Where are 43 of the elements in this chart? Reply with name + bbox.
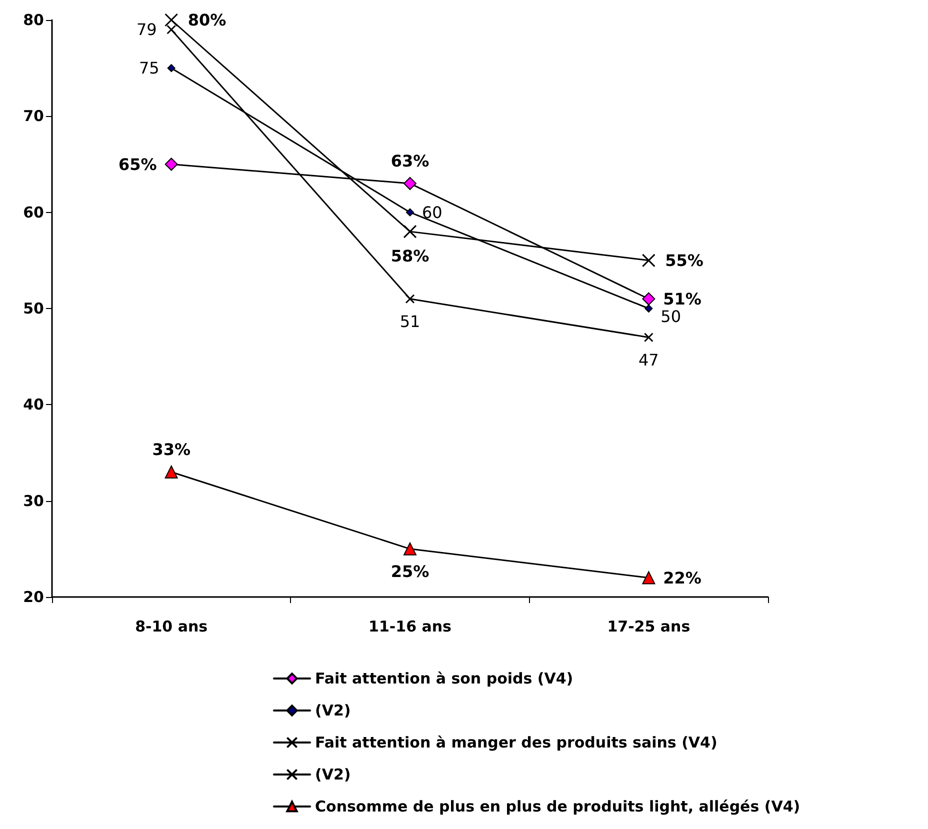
point <box>404 176 416 190</box>
data-label: 51% <box>663 289 702 308</box>
y-tick-label: 50 <box>23 300 44 318</box>
point <box>644 332 654 342</box>
data-label: 65% <box>118 154 157 174</box>
legend-label: (V2) <box>315 702 351 720</box>
data-label: 33% <box>152 440 190 459</box>
data-label: 79 <box>136 20 157 40</box>
point <box>406 208 414 216</box>
legend-label: Fait attention à son poids (V4) <box>315 670 574 688</box>
point <box>403 224 417 238</box>
point <box>642 254 656 268</box>
y-tick-label: 40 <box>23 396 44 414</box>
data-label: 60 <box>422 202 442 222</box>
point <box>167 64 176 72</box>
point <box>642 292 656 306</box>
data-label: 25% <box>390 562 430 581</box>
x-tick-label: 11-16 ans <box>368 618 452 636</box>
data-label: 80% <box>188 10 226 30</box>
y-tick-label: 80 <box>23 11 44 29</box>
point <box>164 158 178 171</box>
point <box>642 571 656 584</box>
legend-label: Consomme de plus en plus de produits light, allégés (V4) <box>315 798 800 816</box>
y-tick-label: 70 <box>23 107 44 126</box>
y-tick-label: 20 <box>23 588 44 606</box>
point <box>404 542 416 556</box>
data-label: 50 <box>660 307 682 326</box>
y-tick-label: 30 <box>23 492 44 510</box>
point <box>164 465 178 478</box>
data-label: 47 <box>638 350 659 370</box>
point <box>644 304 653 312</box>
data-label: 22% <box>663 568 702 588</box>
legend-label: (V2) <box>315 766 351 784</box>
x-tick-label: 17-25 ans <box>607 618 690 636</box>
y-tick-label: 60 <box>23 203 44 222</box>
point <box>405 294 415 304</box>
data-label: 55% <box>665 250 704 270</box>
data-label: 75 <box>138 58 160 78</box>
data-label: 58% <box>390 246 430 266</box>
data-label: 51 <box>400 312 420 331</box>
x-tick-label: 8-10 ans <box>135 618 208 636</box>
legend-label: Fait attention à manger des produits sains (V4) <box>315 734 718 752</box>
data-label: 63% <box>390 151 430 170</box>
